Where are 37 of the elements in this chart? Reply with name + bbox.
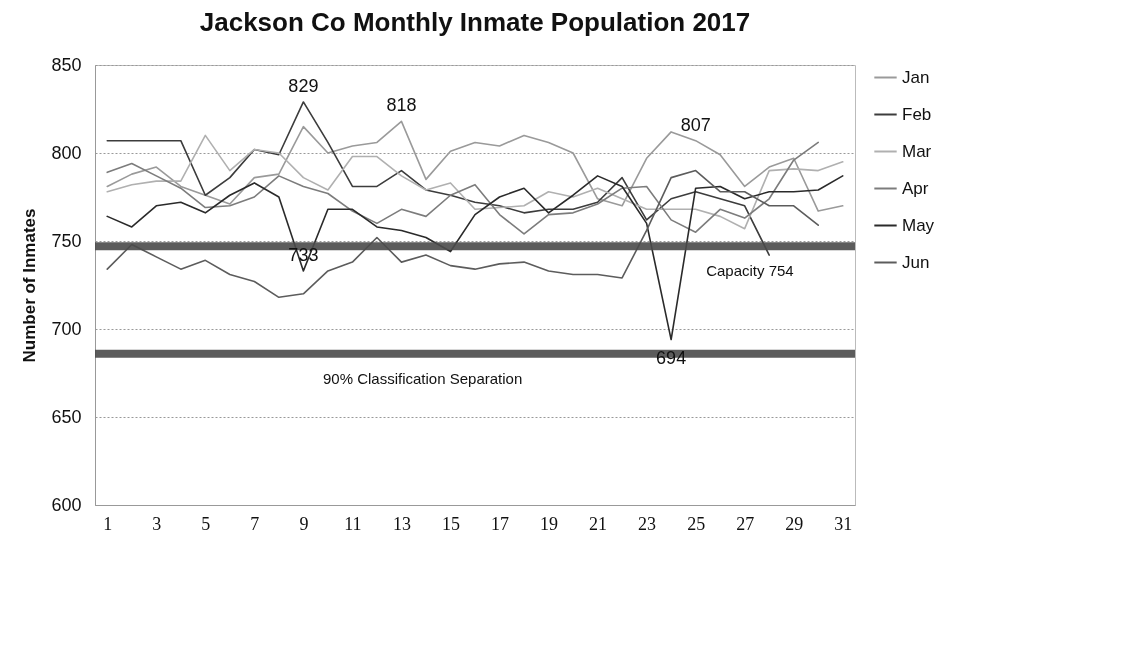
x-tick-label: 29 xyxy=(785,513,804,534)
y-tick-label: 800 xyxy=(51,142,82,163)
line-series xyxy=(106,169,820,299)
annotation: 818 xyxy=(386,95,417,116)
x-tick-label: 25 xyxy=(687,513,706,534)
x-tick-label: 5 xyxy=(201,513,211,534)
x-tick-label: 15 xyxy=(441,513,460,534)
annotation: 829 xyxy=(288,75,319,96)
line-series xyxy=(106,175,844,341)
y-tick-label: 700 xyxy=(51,318,82,339)
x-tick-label: 23 xyxy=(638,513,657,534)
x-tick-label: 13 xyxy=(392,513,411,534)
x-tick-label: 27 xyxy=(736,513,755,534)
x-tick-label: 7 xyxy=(250,513,260,534)
annotation: 807 xyxy=(680,114,711,135)
ref-line-label: 90% Classification Separation xyxy=(323,369,523,387)
x-tick-label: 31 xyxy=(834,513,853,534)
x-tick-label: 17 xyxy=(491,513,510,534)
y-tick-label: 600 xyxy=(51,494,82,515)
x-tick-label: 21 xyxy=(589,513,608,534)
legend-label: Feb xyxy=(902,104,932,124)
legend-label: Jan xyxy=(902,67,930,87)
legend-label: Mar xyxy=(902,141,932,161)
x-tick-label: 3 xyxy=(152,513,162,534)
chart-title: Jackson Co Monthly Inmate Population 2017 xyxy=(199,7,751,37)
ref-line-label: Capacity 754 xyxy=(706,262,794,280)
y-tick-label: 850 xyxy=(51,54,82,75)
legend-label: Apr xyxy=(902,178,929,198)
legend-label: Jun xyxy=(902,252,930,272)
y-tick-label: 750 xyxy=(51,230,82,251)
y-tick-label: 650 xyxy=(51,406,82,427)
x-tick-label: 1 xyxy=(103,513,113,534)
x-tick-label: 11 xyxy=(344,513,362,534)
y-axis-title: Number of Inmates xyxy=(20,208,40,363)
x-tick-label: 9 xyxy=(299,513,309,534)
x-tick-label: 19 xyxy=(540,513,559,534)
legend-label: May xyxy=(902,215,935,235)
